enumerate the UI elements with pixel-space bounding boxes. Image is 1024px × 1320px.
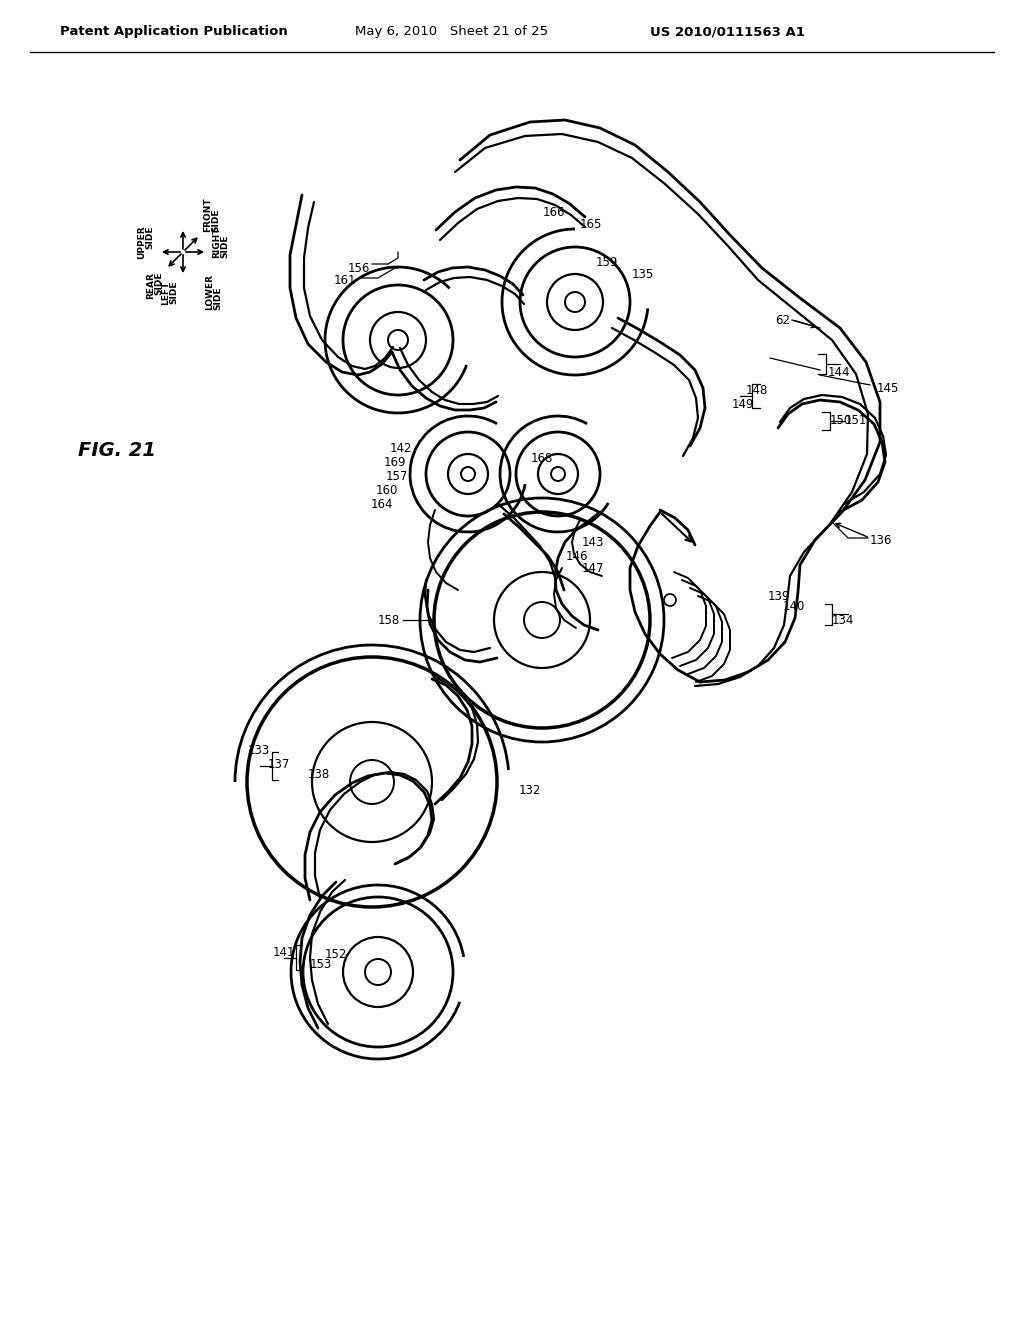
Text: 144: 144 [828, 366, 851, 379]
Text: 152: 152 [325, 948, 347, 961]
Text: 168: 168 [530, 451, 553, 465]
Text: FRONT
SIDE: FRONT SIDE [203, 198, 220, 232]
Text: 151: 151 [845, 413, 867, 426]
Text: 165: 165 [580, 218, 602, 231]
Text: 142: 142 [389, 441, 412, 454]
Text: REAR
SIDE: REAR SIDE [145, 272, 163, 298]
Text: 159: 159 [596, 256, 618, 268]
Text: 140: 140 [782, 599, 805, 612]
Text: 156: 156 [347, 261, 370, 275]
Text: 147: 147 [582, 561, 604, 574]
Text: 148: 148 [745, 384, 768, 396]
Text: LEFT
SIDE: LEFT SIDE [161, 281, 178, 305]
Text: 62: 62 [775, 314, 790, 326]
Text: 138: 138 [308, 768, 331, 781]
Text: 134: 134 [831, 614, 854, 627]
Text: 169: 169 [384, 455, 406, 469]
Text: 150: 150 [830, 413, 852, 426]
Text: May 6, 2010   Sheet 21 of 25: May 6, 2010 Sheet 21 of 25 [355, 25, 548, 38]
Text: 157: 157 [386, 470, 408, 483]
Text: 133: 133 [248, 743, 270, 756]
Text: 164: 164 [371, 499, 393, 511]
Text: 143: 143 [582, 536, 604, 549]
Text: 137: 137 [267, 759, 290, 771]
Text: FIG. 21: FIG. 21 [78, 441, 156, 459]
Text: LOWER
SIDE: LOWER SIDE [205, 275, 222, 310]
Text: 160: 160 [376, 483, 398, 496]
Text: 135: 135 [632, 268, 654, 281]
Text: 153: 153 [310, 958, 332, 972]
Text: US 2010/0111563 A1: US 2010/0111563 A1 [650, 25, 805, 38]
Text: 132: 132 [519, 784, 542, 796]
Text: 166: 166 [543, 206, 565, 219]
Text: 146: 146 [565, 549, 588, 562]
Text: 161: 161 [334, 273, 356, 286]
Text: 145: 145 [877, 381, 899, 395]
Text: 149: 149 [731, 397, 754, 411]
Text: 139: 139 [768, 590, 790, 602]
Text: UPPER
SIDE: UPPER SIDE [136, 226, 154, 259]
Text: 158: 158 [378, 614, 400, 627]
Text: 141: 141 [272, 945, 295, 958]
Text: 136: 136 [870, 533, 892, 546]
Text: RIGHT
SIDE: RIGHT SIDE [212, 226, 229, 257]
Text: Patent Application Publication: Patent Application Publication [60, 25, 288, 38]
